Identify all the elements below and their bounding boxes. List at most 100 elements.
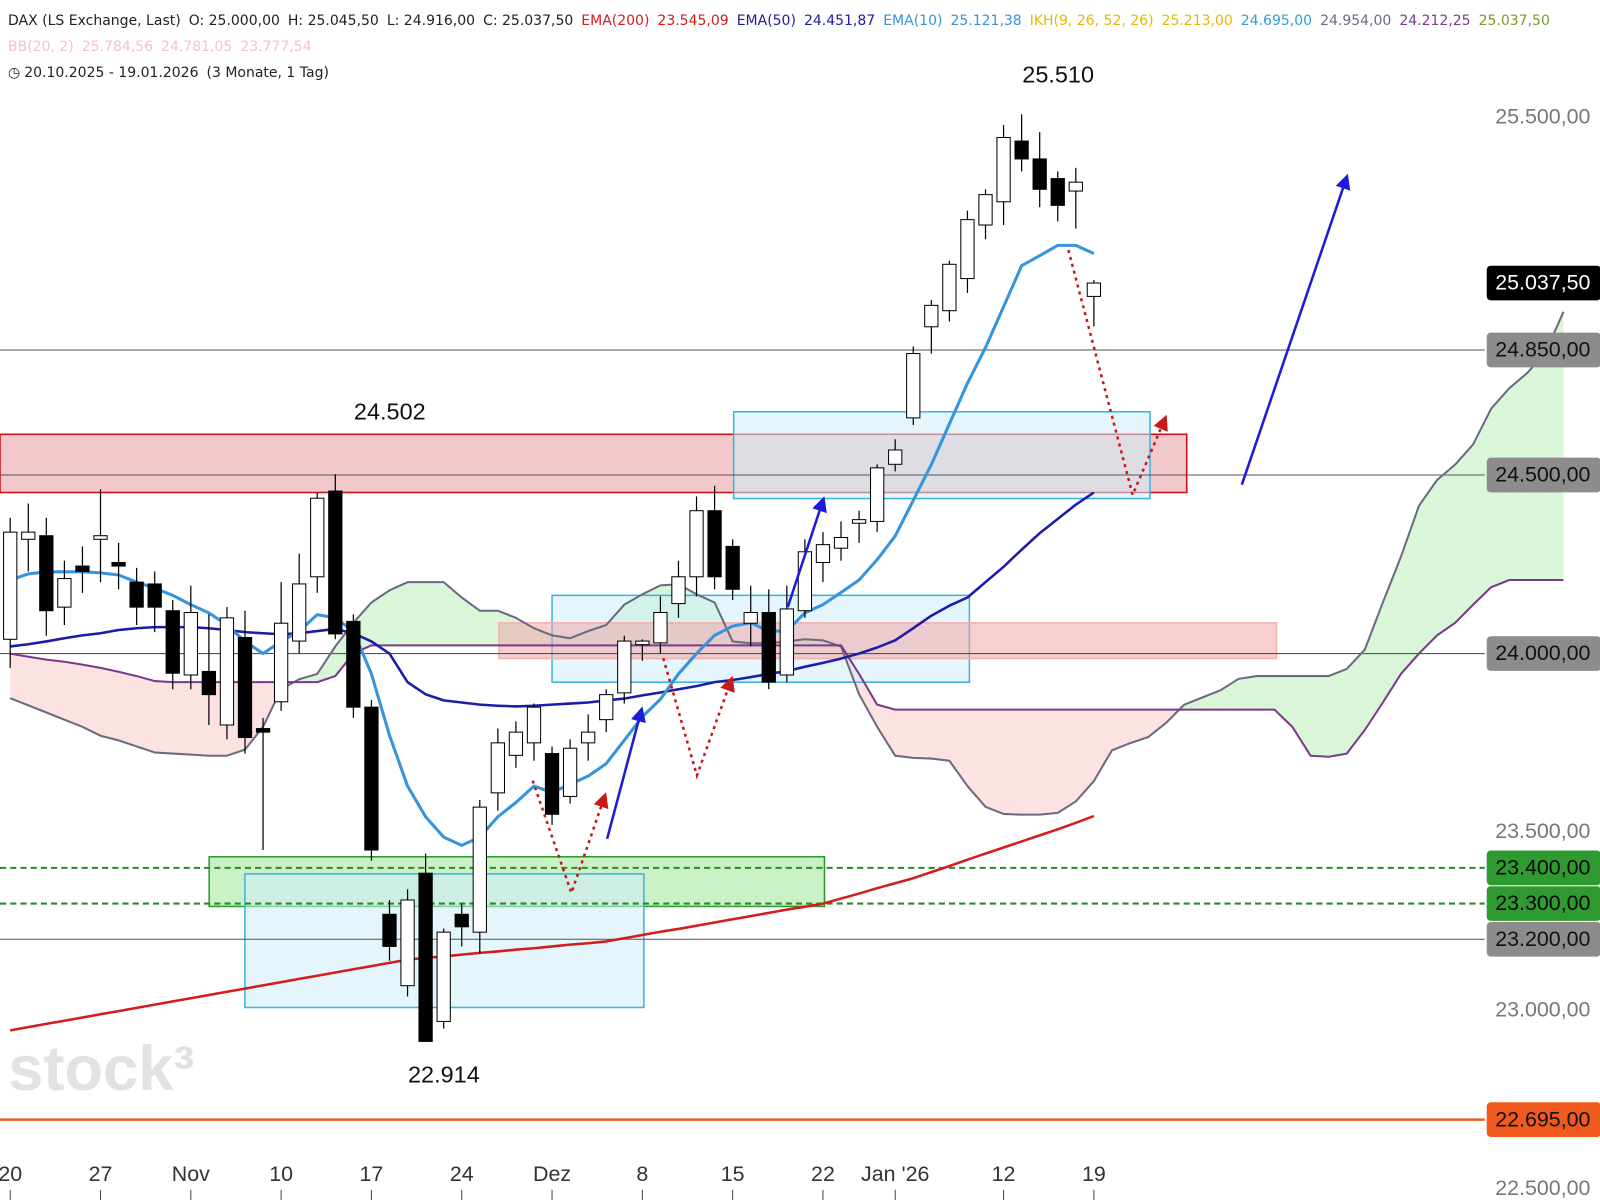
ohlc-value: H: 25.045,50 (287, 13, 379, 29)
candle-body (165, 610, 180, 674)
candle-body (346, 620, 361, 708)
candle-body (237, 636, 253, 739)
candle-body (725, 545, 740, 590)
cloud (1364, 602, 1383, 730)
dotted-arrow (662, 657, 735, 780)
cloud (190, 682, 209, 756)
cloud (895, 709, 914, 758)
legend-value: 23.545,09 (657, 13, 729, 29)
candle-body (1050, 178, 1065, 206)
candle-body (508, 731, 524, 756)
candle-body (292, 583, 307, 642)
candle-body (147, 583, 162, 608)
cloud (859, 673, 878, 727)
ohlc-value: C: 25.037,50 (483, 13, 574, 29)
candle-body (689, 510, 704, 578)
level-label: 22.695,00 (1495, 1107, 1590, 1131)
cloud (407, 582, 426, 646)
level-label-box (1486, 636, 1600, 671)
x-tick-label: 20 (0, 1162, 22, 1186)
cloud (317, 646, 336, 683)
candle-body (364, 706, 379, 851)
legend-value: 24.212,25 (1399, 13, 1471, 29)
candle-body (57, 578, 72, 608)
x-tick-label: 8 (636, 1162, 648, 1186)
x-tick-label: 10 (269, 1162, 293, 1186)
legend-name: BB(20, 2) (8, 39, 74, 55)
legend-name: EMA(200) (581, 13, 650, 29)
cloud (1093, 709, 1112, 782)
candle-body (978, 194, 993, 226)
level-label: 24.500,00 (1495, 463, 1590, 487)
x-tick-label: Jan '26 (861, 1162, 929, 1186)
legend-row: ◷ 20.10.2025 - 19.01.2026 (3 Monate, 1 Tag… (8, 60, 1558, 86)
x-tick-label: 27 (89, 1162, 113, 1186)
cloud (1184, 697, 1203, 710)
candle-body (418, 872, 433, 1042)
x-tick-label: Nov (172, 1162, 210, 1186)
candle-body (779, 608, 794, 676)
candle-body (599, 694, 614, 721)
cloud (46, 659, 65, 720)
cloud (1455, 444, 1474, 623)
level-label-box (1486, 332, 1600, 368)
candle-body (617, 640, 632, 694)
cloud (1148, 709, 1167, 738)
candle-body (21, 531, 36, 540)
level-label-box (1486, 457, 1600, 493)
arrow (1240, 173, 1351, 486)
candle-body (544, 753, 560, 815)
candle-body (472, 806, 487, 933)
x-tick-label: Dez (533, 1162, 571, 1186)
level-label: 23.200,00 (1495, 927, 1590, 951)
y-tick-label: 22.500,00 (1495, 1176, 1590, 1200)
legend-value: 25.037,50 (1478, 13, 1550, 29)
candle-body (1068, 181, 1083, 192)
cloud (154, 681, 173, 754)
candle-body (400, 899, 415, 987)
cloud (82, 664, 101, 736)
cloud (1292, 676, 1311, 756)
candle-body (436, 931, 451, 1022)
cloud (461, 597, 480, 646)
candle-body (960, 219, 975, 280)
cloud (1130, 709, 1149, 744)
arrow (605, 706, 646, 840)
cloud (1274, 676, 1293, 728)
candle-body (273, 622, 289, 703)
legend-name: EMA(10) (883, 13, 943, 29)
legend-name: IKH(9, 26, 52, 26) (1029, 13, 1154, 29)
candle-body (671, 576, 686, 605)
candle-body (255, 728, 271, 733)
candle-body (562, 747, 578, 797)
cloud (967, 709, 986, 807)
x-tick-label: 19 (1082, 1162, 1106, 1186)
candle-body (869, 467, 885, 522)
candle-body (310, 497, 325, 578)
level-label: 23.300,00 (1495, 891, 1590, 915)
cloud (100, 667, 119, 741)
watermark: stock³ (8, 1034, 194, 1104)
candle-body (183, 611, 198, 676)
level-label-box (1486, 1102, 1600, 1137)
cloud (1075, 709, 1094, 802)
candle-body (761, 611, 776, 683)
legend-value: 24.695,00 (1240, 13, 1313, 29)
cloud (1346, 649, 1365, 754)
x-tick-label: 22 (811, 1162, 835, 1186)
candle-body (111, 561, 126, 567)
cloud (172, 682, 191, 755)
symbol: DAX (LS Exchange, Last) (8, 13, 181, 29)
level-label-box (1486, 850, 1600, 886)
candle-body (653, 611, 668, 644)
cloud (1039, 709, 1058, 815)
range-note: (3 Monate, 1 Tag) (206, 65, 329, 81)
arrow (786, 496, 827, 608)
level-label-box (1486, 265, 1600, 301)
cloud (1256, 676, 1275, 710)
cloud (1473, 408, 1492, 605)
cloud (118, 671, 137, 747)
cloud (64, 661, 83, 727)
cloud (1202, 690, 1221, 710)
